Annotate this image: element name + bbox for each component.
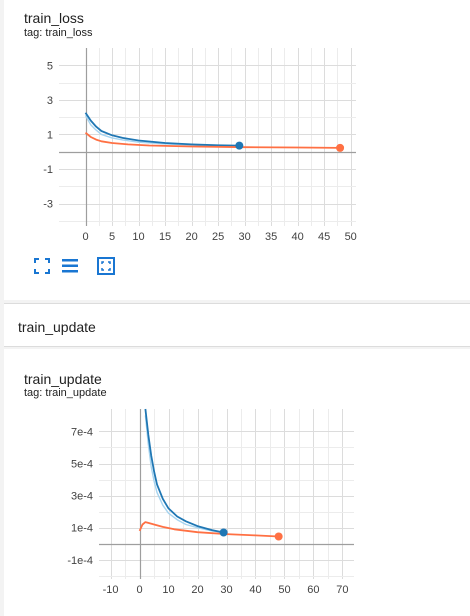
x-tick-label: 30 bbox=[239, 231, 251, 243]
x-tick-label: 0 bbox=[137, 584, 143, 596]
y-tick-label: 1e-4 bbox=[71, 523, 93, 535]
x-tick-label: 30 bbox=[220, 584, 232, 596]
series-line bbox=[84, 112, 240, 147]
expand-icon[interactable] bbox=[32, 256, 52, 276]
x-tick-label: 40 bbox=[292, 231, 304, 243]
chart-tag: tag: train_loss bbox=[24, 27, 93, 39]
x-tick-label: 60 bbox=[307, 584, 319, 596]
x-tick-label: 5 bbox=[109, 231, 115, 243]
series-endpoint bbox=[219, 528, 228, 537]
series-line bbox=[138, 521, 279, 538]
section-header[interactable]: train_update bbox=[4, 303, 470, 347]
chart-title: train_update bbox=[24, 371, 102, 387]
train-loss-chart[interactable]: 0 5 10 15 20 25 30 35 40 45 50 5 3 1 -1 -3 bbox=[4, 0, 470, 300]
x-tick-label: -10 bbox=[103, 584, 119, 596]
x-tick-label: 15 bbox=[159, 231, 171, 243]
x-tick-label: 0 bbox=[82, 231, 88, 243]
series-line bbox=[144, 408, 224, 534]
chart-title: train_loss bbox=[24, 10, 84, 26]
x-tick-label: 50 bbox=[345, 231, 357, 243]
y-tick-label: -1 bbox=[43, 164, 53, 176]
series-endpoint bbox=[336, 143, 345, 152]
y-tick-label: -3 bbox=[43, 199, 53, 211]
series-endpoint bbox=[235, 141, 244, 150]
grid bbox=[59, 48, 356, 226]
x-tick-label: 25 bbox=[212, 231, 224, 243]
series-endpoint bbox=[274, 532, 283, 541]
chart-card-train-update: train_update tag: train_update -10 0 10 20 3… bbox=[4, 349, 470, 616]
x-tick-label: 20 bbox=[191, 584, 203, 596]
y-tick-label: -1e-4 bbox=[67, 555, 93, 567]
x-tick-label: 20 bbox=[185, 231, 197, 243]
x-tick-label: 10 bbox=[132, 231, 144, 243]
train-update-chart[interactable]: -10 0 10 20 30 40 50 60 70 7e-4 5e-4 3e-4 1e-4 -1e-4 bbox=[4, 349, 470, 616]
x-tick-label: 40 bbox=[249, 584, 261, 596]
x-tick-label: 70 bbox=[336, 584, 348, 596]
y-tick-label: 7e-4 bbox=[71, 426, 93, 438]
section-title: train_update bbox=[18, 319, 96, 335]
chart-tag: tag: train_update bbox=[24, 387, 107, 399]
fit-domain-icon[interactable] bbox=[96, 256, 116, 276]
series-line bbox=[84, 132, 341, 149]
x-tick-label: 45 bbox=[318, 231, 330, 243]
y-tick-label: 5e-4 bbox=[71, 459, 93, 471]
y-tick-label: 3 bbox=[47, 95, 53, 107]
chart-card-train-loss: train_loss tag: train_loss 0 5 10 15 20 25 30 3… bbox=[4, 0, 470, 300]
y-tick-label: 5 bbox=[47, 60, 53, 72]
list-icon[interactable] bbox=[60, 256, 80, 276]
y-tick-label: 1 bbox=[47, 129, 53, 141]
y-tick-label: 3e-4 bbox=[71, 491, 93, 503]
x-tick-label: 35 bbox=[265, 231, 277, 243]
x-tick-label: 50 bbox=[278, 584, 290, 596]
grid bbox=[99, 409, 354, 579]
x-tick-label: 10 bbox=[162, 584, 174, 596]
series-line bbox=[144, 415, 224, 534]
